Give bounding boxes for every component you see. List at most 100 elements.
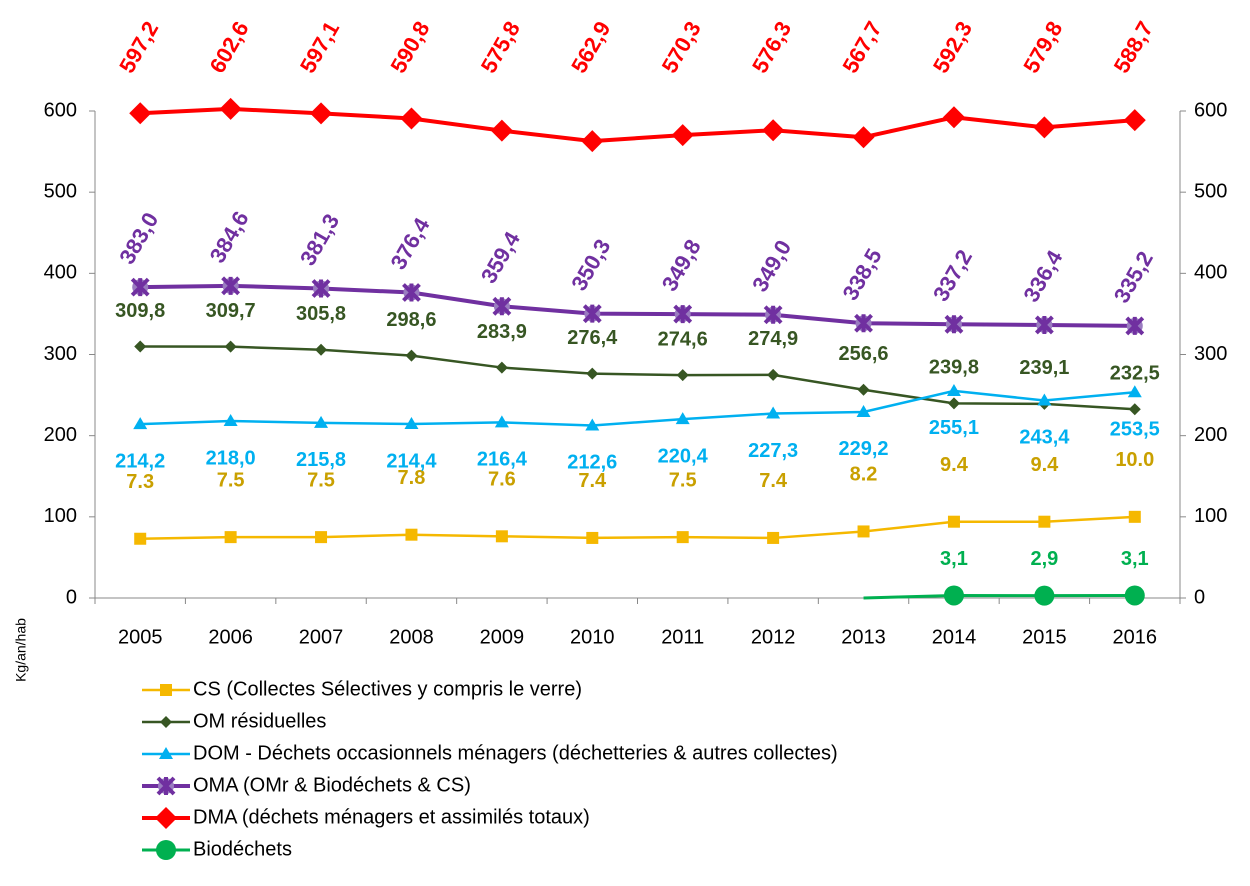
marker <box>676 531 689 544</box>
data-label: 216,4 <box>477 449 528 471</box>
marker <box>857 383 870 396</box>
marker <box>129 102 152 125</box>
data-label: 570,3 <box>657 17 706 77</box>
marker <box>1037 393 1052 406</box>
y-tick-label: 300 <box>44 343 77 365</box>
series-line <box>140 515 1135 540</box>
x-tick-label: 2006 <box>208 626 253 648</box>
data-label: 383,0 <box>114 208 163 268</box>
data-label: 336,4 <box>1018 245 1068 306</box>
data-label: 2,9 <box>1030 548 1058 570</box>
marker-cross <box>582 304 602 324</box>
data-label: 305,8 <box>296 303 346 325</box>
marker <box>942 106 965 129</box>
data-label: 7.8 <box>398 467 426 489</box>
y-tick-label: 100 <box>44 505 77 527</box>
marker <box>1123 109 1146 132</box>
marker <box>224 531 237 544</box>
data-label: 567,7 <box>837 17 886 77</box>
marker-cross <box>673 304 693 324</box>
marker <box>852 126 875 149</box>
data-label: 212,6 <box>567 452 617 474</box>
marker-cross <box>402 283 421 302</box>
data-label: 338,5 <box>837 244 886 304</box>
data-label: 7.5 <box>307 469 335 491</box>
y2-tick-label: 500 <box>1194 180 1227 202</box>
marker <box>404 416 419 429</box>
marker <box>405 349 418 362</box>
y2-tick-label: 100 <box>1194 505 1227 527</box>
x-tick-label: 2009 <box>480 626 525 648</box>
marker <box>586 367 599 380</box>
marker <box>947 397 960 410</box>
marker-cross <box>221 276 241 296</box>
y2-tick-label: 400 <box>1194 262 1227 284</box>
marker <box>671 124 694 147</box>
x-tick-label: 2014 <box>932 626 977 648</box>
data-label: 253,5 <box>1110 419 1160 441</box>
marker-cross <box>1034 315 1054 335</box>
marker <box>223 414 238 427</box>
data-label: 3,1 <box>940 548 968 570</box>
marker <box>495 361 508 374</box>
marker <box>946 383 961 396</box>
marker <box>1127 385 1142 398</box>
marker <box>947 515 960 528</box>
marker <box>400 107 423 130</box>
series-line <box>140 106 1135 144</box>
data-label: 229,2 <box>839 438 889 460</box>
marker <box>402 283 421 302</box>
marker <box>134 532 147 545</box>
marker <box>581 130 604 153</box>
data-label: 239,8 <box>929 357 979 379</box>
data-label: 337,2 <box>928 245 977 305</box>
y-axis-label: Kg/an/hab <box>13 618 29 682</box>
data-label: 9.4 <box>1030 454 1059 476</box>
data-label: 3,1 <box>1121 548 1149 570</box>
marker <box>159 747 173 759</box>
data-label: 283,9 <box>477 321 527 343</box>
marker-cross <box>763 305 783 325</box>
marker <box>944 314 964 334</box>
x-tick-label: 2005 <box>118 626 163 648</box>
data-label: 232,5 <box>1110 363 1160 385</box>
marker <box>315 531 328 544</box>
x-tick-label: 2015 <box>1022 626 1067 648</box>
marker <box>224 340 237 353</box>
data-label: 349,8 <box>657 235 706 295</box>
data-label: 381,3 <box>295 210 344 270</box>
x-tick-label: 2010 <box>570 626 615 648</box>
x-tick-label: 2016 <box>1113 626 1158 648</box>
marker <box>219 97 242 120</box>
marker <box>673 304 693 324</box>
marker-cross <box>311 279 331 298</box>
data-label: 10.0 <box>1115 449 1154 471</box>
y2-tick-label: 600 <box>1194 99 1227 121</box>
series-line <box>140 283 1135 328</box>
legend-label: OM résiduelles <box>193 710 326 732</box>
legend-label: DOM - Déchets occasionnels ménagers (déc… <box>193 742 838 764</box>
marker <box>133 417 148 430</box>
marker-cross <box>492 296 512 316</box>
data-label: 7.5 <box>217 469 245 491</box>
marker <box>762 119 785 142</box>
marker <box>1038 515 1051 528</box>
marker-cross <box>130 277 150 297</box>
marker <box>943 585 964 606</box>
y-tick-label: 0 <box>66 586 77 608</box>
marker <box>854 313 873 333</box>
data-label: 276,4 <box>567 327 618 349</box>
data-label: 243,4 <box>1019 427 1070 449</box>
y2-tick-label: 300 <box>1194 343 1227 365</box>
data-label: 255,1 <box>929 417 979 439</box>
x-tick-label: 2011 <box>661 626 704 648</box>
marker <box>221 276 241 296</box>
marker <box>495 530 508 543</box>
marker <box>1034 315 1054 335</box>
data-label: 7.3 <box>126 471 154 493</box>
data-label: 309,7 <box>206 300 256 322</box>
marker <box>134 340 147 353</box>
data-label: 298,6 <box>386 309 436 331</box>
y-tick-label: 400 <box>44 262 77 284</box>
